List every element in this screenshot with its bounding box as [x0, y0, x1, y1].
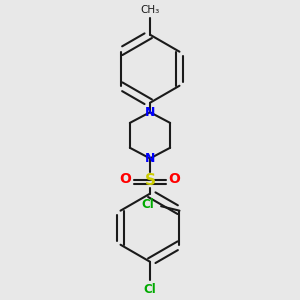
- Text: S: S: [145, 173, 155, 188]
- Text: O: O: [169, 172, 181, 186]
- Text: N: N: [145, 106, 155, 119]
- Text: Cl: Cl: [142, 198, 155, 211]
- Text: N: N: [145, 152, 155, 165]
- Text: CH₃: CH₃: [140, 4, 160, 15]
- Text: Cl: Cl: [144, 283, 156, 296]
- Text: O: O: [119, 172, 131, 186]
